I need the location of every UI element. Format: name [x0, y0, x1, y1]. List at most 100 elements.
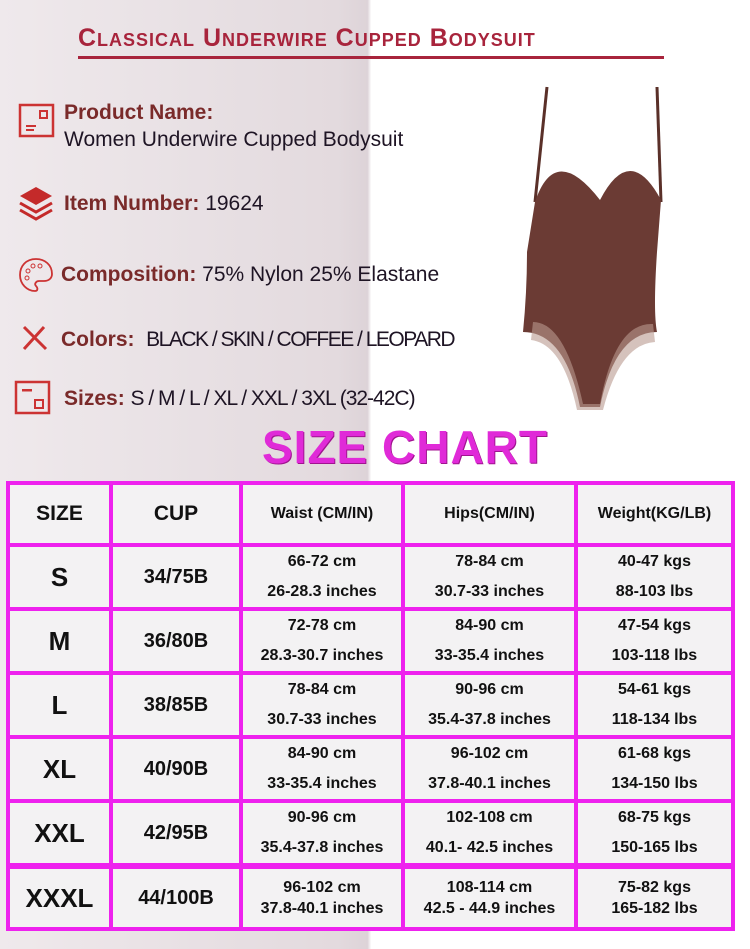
cell-text: 72-78 cm	[287, 617, 357, 634]
cell-text: 134-150 lbs	[611, 775, 698, 792]
table-cell: 47-54 kgs 103-118 lbs	[574, 607, 735, 675]
table-cell: XXXL	[6, 864, 113, 931]
cell-text: 34/75B	[143, 566, 209, 588]
palette-icon	[19, 258, 53, 292]
cell-text: 84-90 cm	[287, 745, 357, 762]
cell-text: 102-108 cm	[446, 809, 533, 826]
cell-text: 103-118 lbs	[611, 647, 698, 664]
cell-text: 96-102 cm	[283, 879, 361, 896]
table-cell: 40-47 kgs 88-103 lbs	[574, 543, 735, 611]
table-row: XL 40/90B 84-90 cm 33-35.4 inches 96-102 cm 3…	[6, 735, 735, 803]
table-cell: 34/75B	[109, 543, 243, 611]
table-cell: M	[6, 607, 113, 675]
cell-text: 54-61 kgs	[618, 681, 691, 698]
table-cell: 102-108 cm 40.1- 42.5 inches	[401, 799, 578, 868]
table-cell: 54-61 kgs 118-134 lbs	[574, 671, 735, 739]
table-cell: 90-96 cm 35.4-37.8 inches	[239, 799, 405, 868]
cell-text: 38/85B	[143, 694, 209, 716]
table-cell: 72-78 cm 28.3-30.7 inches	[239, 607, 405, 675]
cell-text: 33-35.4 inches	[267, 775, 377, 792]
cell-text: 42/95B	[143, 822, 209, 844]
cell-text: 108-114 cm	[446, 879, 533, 896]
cell-text: 66-72 cm	[287, 553, 357, 570]
item-number-label: Item Number:	[64, 192, 200, 215]
table-cell: 40/90B	[109, 735, 243, 803]
colors-label: Colors:	[61, 328, 135, 351]
cell-text: XXL	[34, 818, 85, 848]
cell-text: 44/100B	[138, 886, 214, 909]
composition-label: Composition:	[61, 263, 197, 286]
table-cell: 78-84 cm 30.7-33 inches	[401, 543, 578, 611]
table-cell: 90-96 cm 35.4-37.8 inches	[401, 671, 578, 739]
sizes-value: S / M / L / XL / XXL / 3XL (32-42C)	[130, 387, 416, 410]
cell-text: 28.3-30.7 inches	[260, 647, 384, 664]
table-row: L 38/85B 78-84 cm 30.7-33 inches 90-96 cm 35.…	[6, 671, 735, 739]
cell-text: S	[50, 562, 69, 592]
cell-text: 150-165 lbs	[611, 839, 698, 856]
table-cell: 42/95B	[109, 799, 243, 868]
product-name-label-text: Product Name:	[64, 101, 214, 124]
cell-text: L	[51, 690, 68, 720]
table-cell: 84-90 cm 33-35.4 inches	[401, 607, 578, 675]
cell-text: 30.7-33 inches	[267, 711, 377, 728]
cell-text: 75-82 kgs	[618, 879, 691, 896]
cell-text: 30.7-33 inches	[434, 583, 545, 600]
cell-text: 96-102 cm	[450, 745, 529, 762]
table-cell: 61-68 kgs 134-150 lbs	[574, 735, 735, 803]
table-cell: 96-102 cm 37.8-40.1 inches	[401, 735, 578, 803]
cell-text: 88-103 lbs	[615, 583, 694, 600]
cell-text: XXXL	[25, 882, 94, 913]
table-cell: 66-72 cm 26-28.3 inches	[239, 543, 405, 611]
sizes-card-icon	[14, 380, 51, 415]
cell-text: 40.1- 42.5 inches	[425, 839, 554, 856]
table-cell: 36/80B	[109, 607, 243, 675]
table-cell: XXL	[6, 799, 113, 868]
table-row: M 36/80B 72-78 cm 28.3-30.7 inches 84-90 cm 3…	[6, 607, 735, 675]
table-cell: 75-82 kgs 165-182 lbs	[574, 864, 735, 931]
sizes-label: Sizes:	[64, 387, 125, 410]
cell-text: 37.8-40.1 inches	[260, 900, 384, 917]
table-row: XXXL 44/100B 96-102 cm 37.8-40.1 inches 108-…	[6, 864, 735, 931]
product-card-icon	[18, 103, 55, 138]
cell-text: 90-96 cm	[455, 681, 524, 698]
cell-text: M	[48, 626, 71, 656]
cell-text: 84-90 cm	[455, 617, 524, 634]
cell-text: 35.4-37.8 inches	[260, 839, 384, 856]
item-number-value: 19624	[205, 192, 264, 215]
cell-text: 68-75 kgs	[618, 809, 691, 826]
table-cell: 38/85B	[109, 671, 243, 739]
cell-text: 35.4-37.8 inches	[428, 711, 551, 728]
product-name-value: Women Underwire Cupped Bodysuit	[64, 128, 404, 151]
table-cell: 44/100B	[109, 864, 243, 931]
table-header-row: SIZE CUP Waist (CM/IN) Hips(CM/IN) Weigh…	[6, 481, 735, 547]
header-cup: CUP	[109, 481, 243, 547]
page-title: Classical Underwire Cupped Bodysuit	[78, 24, 536, 52]
cell-text: 90-96 cm	[287, 809, 357, 826]
table-row: S 34/75B 66-72 cm 26-28.3 inches 78-84 cm 30.…	[6, 543, 735, 611]
cell-text: 78-84 cm	[455, 553, 524, 570]
table-cell: 78-84 cm 30.7-33 inches	[239, 671, 405, 739]
table-row: XXL 42/95B 90-96 cm 35.4-37.8 inches 102-108…	[6, 799, 735, 868]
table-cell: L	[6, 671, 113, 739]
cell-text: 78-84 cm	[287, 681, 357, 698]
pencil-ruler-icon	[22, 325, 48, 351]
cell-text: 165-182 lbs	[611, 900, 698, 917]
table-cell: 68-75 kgs 150-165 lbs	[574, 799, 735, 868]
header-size: SIZE	[6, 481, 113, 547]
colors-value: BLACK / SKIN / COFFEE / LEOPARD	[146, 328, 455, 351]
cell-text: 26-28.3 inches	[267, 583, 377, 600]
cell-text: 61-68 kgs	[618, 745, 691, 762]
size-chart-table: SIZE CUP Waist (CM/IN) Hips(CM/IN) Weigh…	[6, 481, 735, 931]
table-cell: XL	[6, 735, 113, 803]
cell-text: 40/90B	[143, 758, 209, 780]
composition-value: 75% Nylon 25% Elastane	[202, 263, 440, 286]
table-cell: 96-102 cm 37.8-40.1 inches	[239, 864, 405, 931]
cell-text: 42.5 - 44.9 inches	[423, 900, 556, 917]
bodysuit-product-image	[523, 86, 663, 410]
header-hips: Hips(CM/IN)	[401, 481, 578, 547]
cell-text: 33-35.4 inches	[434, 647, 545, 664]
cell-text: XL	[42, 754, 77, 784]
cell-text: 36/80B	[143, 630, 209, 652]
header-waist: Waist (CM/IN)	[239, 481, 405, 547]
layers-icon	[19, 187, 53, 221]
